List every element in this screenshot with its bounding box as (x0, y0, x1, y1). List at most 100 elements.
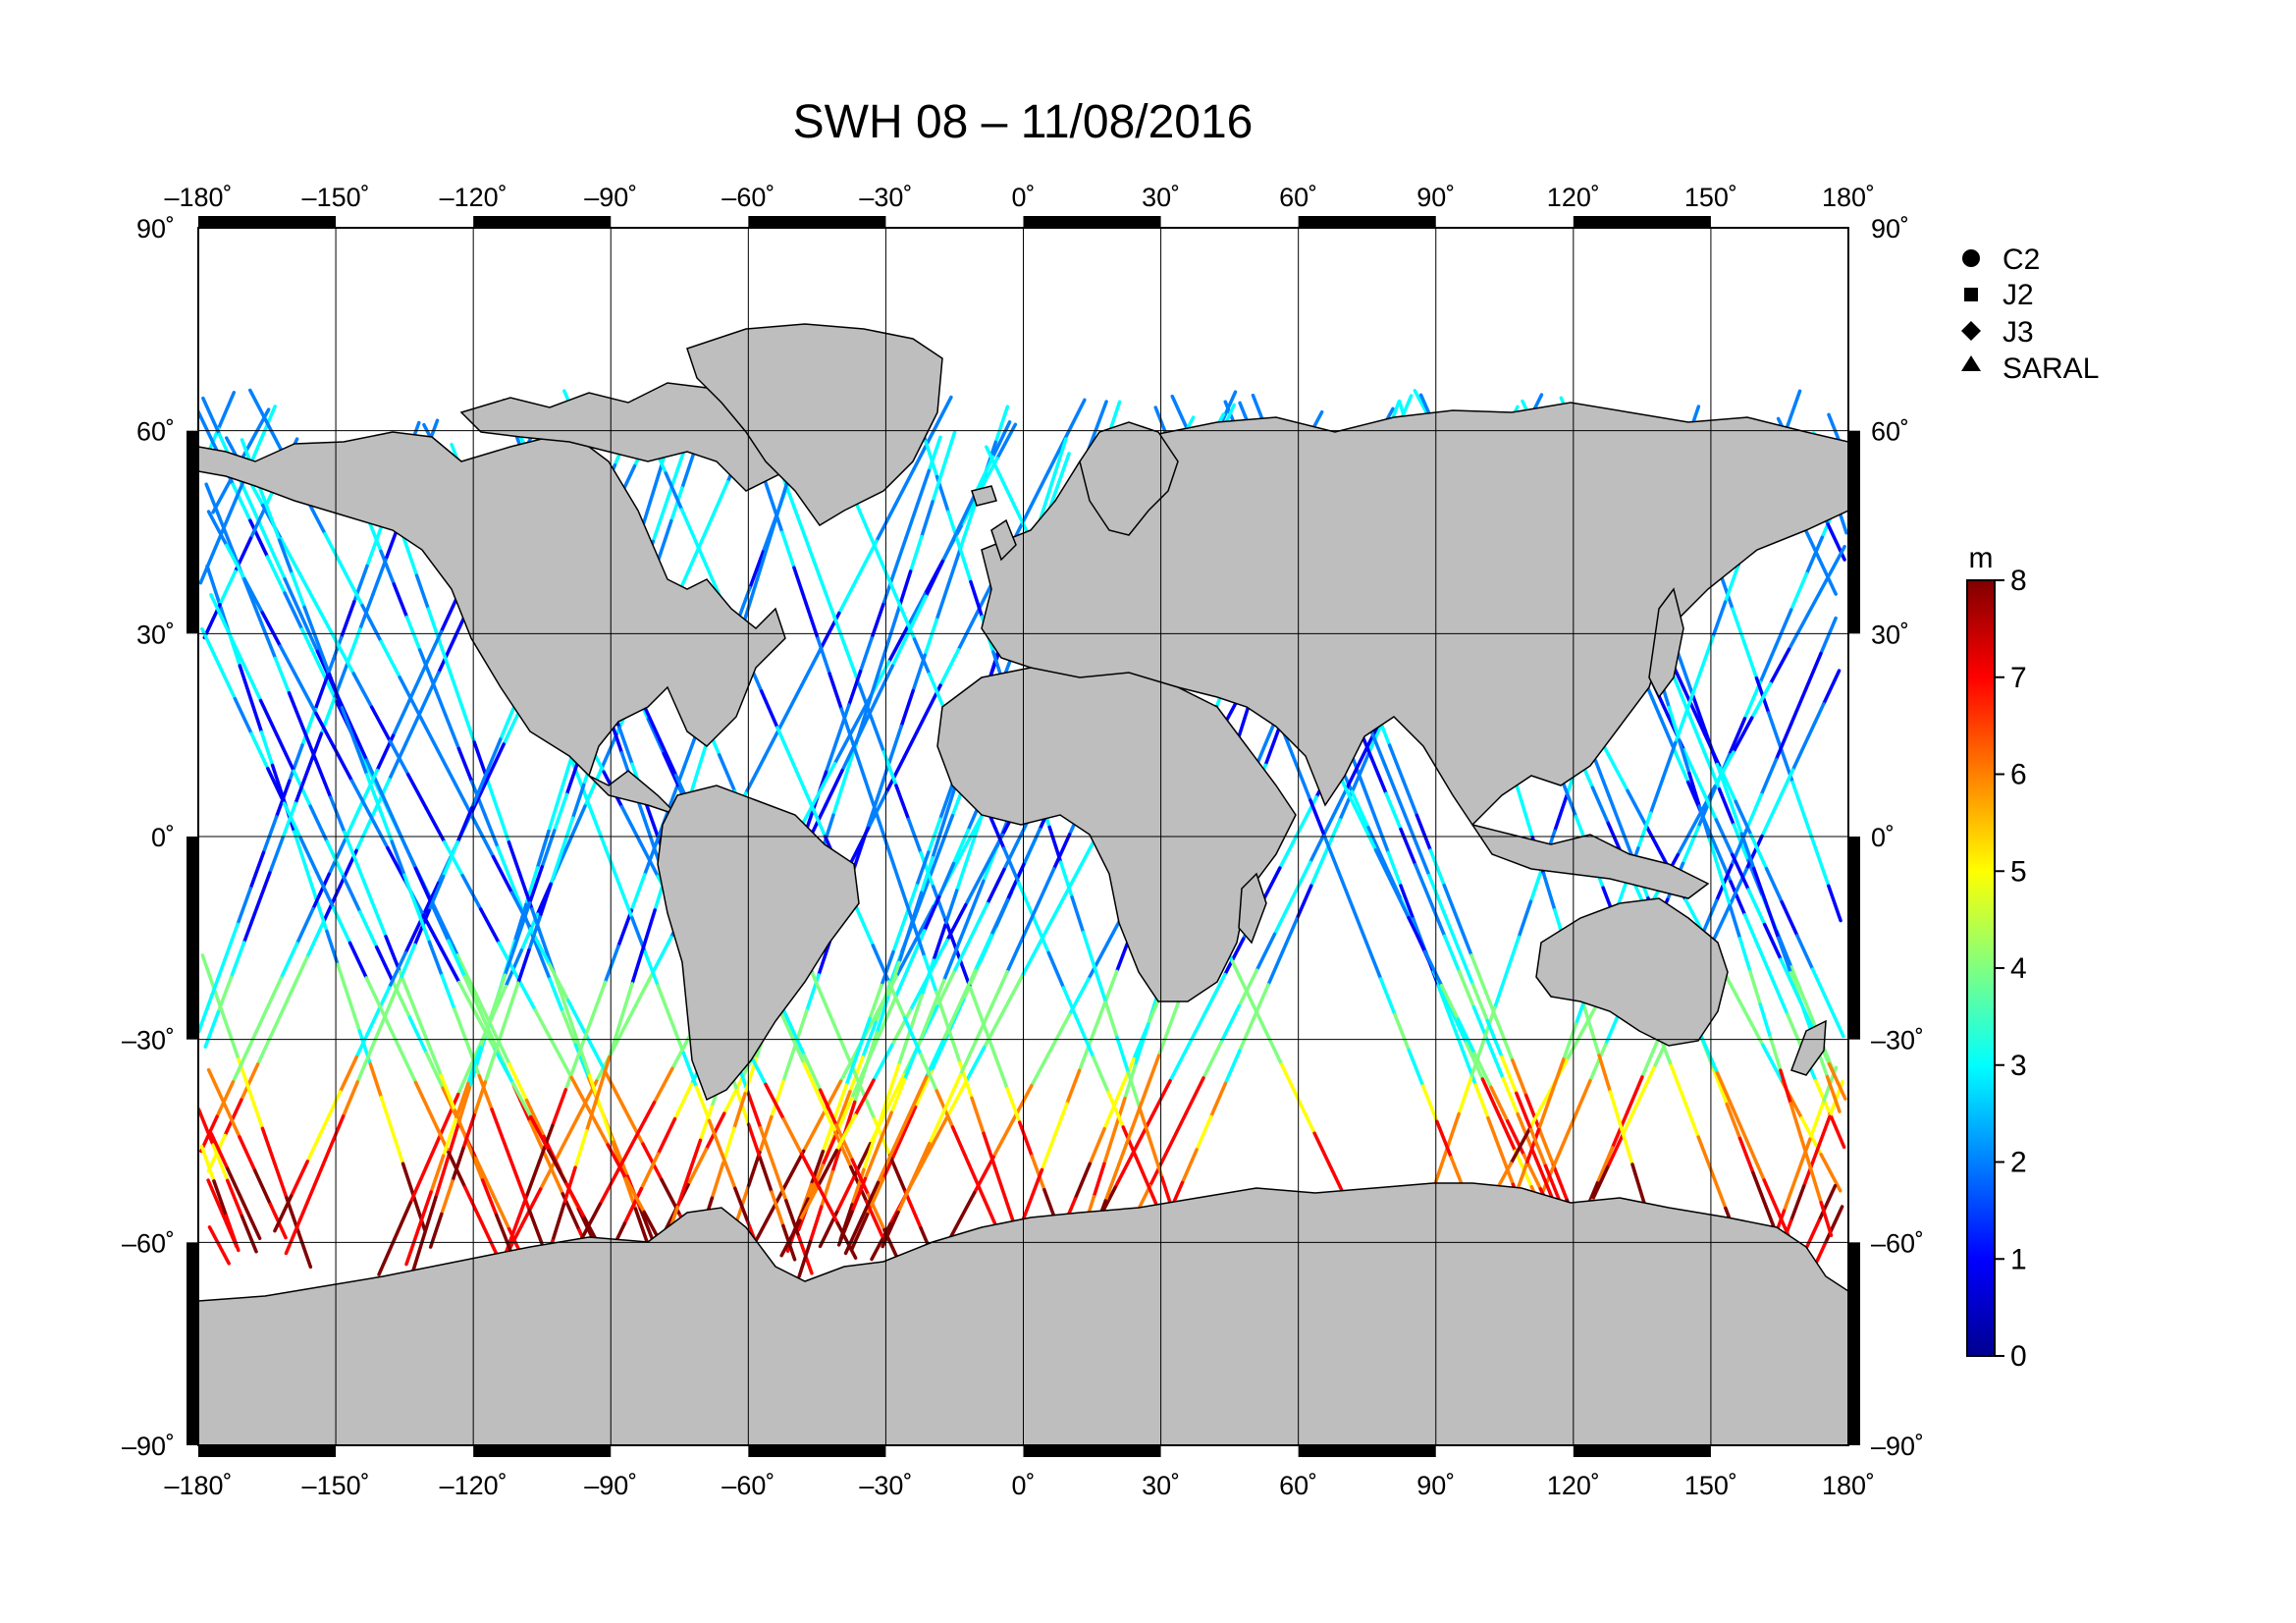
track-segment (1407, 1048, 1425, 1088)
track-segment (440, 1179, 454, 1217)
track-segment (832, 1083, 849, 1120)
track-segment (1557, 1114, 1576, 1156)
track-segment (622, 1106, 645, 1146)
track-segment (440, 1092, 460, 1133)
track-segment (1826, 1001, 1845, 1039)
track-segment (250, 505, 271, 545)
track-segment (1595, 1146, 1615, 1185)
track-segment (1808, 1101, 1825, 1141)
track-segment (249, 731, 270, 771)
track-segment (241, 905, 259, 945)
colorbar-tick-label: 7 (2010, 662, 2027, 694)
track-segment (225, 543, 246, 581)
track-segment (792, 566, 808, 605)
track-segment (951, 828, 971, 866)
track-segment (897, 1105, 918, 1145)
track-segment (892, 535, 908, 573)
track-segment (435, 747, 458, 787)
track-segment (1295, 884, 1313, 921)
track-segment (1290, 860, 1312, 900)
track-segment (299, 627, 322, 668)
track-segment (287, 691, 305, 730)
track-segment (1296, 1097, 1316, 1135)
track-segment (1322, 834, 1341, 874)
land-japan (1648, 587, 1684, 699)
colorbar-ticks: 0 1 2 3 4 5 6 7 8 (1995, 565, 2027, 1373)
track-segment (791, 762, 812, 802)
track-segment (1761, 1043, 1785, 1084)
track-segment (943, 889, 959, 928)
track-segment (425, 1039, 444, 1078)
track-segment (1608, 1090, 1624, 1130)
track-segment (480, 1178, 499, 1217)
track-segment (294, 766, 310, 805)
frame-bar-left (187, 1242, 198, 1445)
lat-tick-label-left: 90˚ (136, 214, 175, 243)
track-segment (371, 986, 392, 1024)
track-segment (941, 430, 957, 469)
track-segment (290, 571, 306, 610)
track-segment (1001, 975, 1024, 1014)
track-segment (348, 722, 369, 762)
track-segment (927, 435, 942, 473)
track-segment (1537, 1128, 1556, 1167)
track-segment (1061, 986, 1081, 1025)
track-segment (207, 1225, 231, 1266)
track-segment (226, 627, 246, 668)
track-segment (1102, 1129, 1117, 1166)
track-segment (834, 1175, 856, 1215)
track-segment (862, 1133, 878, 1172)
track-segment (248, 388, 271, 428)
track-segment (393, 1200, 413, 1241)
page-title: SWH 08 – 11/08/2016 (793, 96, 1254, 148)
colorbar-tick-label: 1 (2010, 1243, 2027, 1275)
track-segment (1021, 901, 1041, 940)
track-segment (491, 973, 507, 1013)
track-segment (896, 1175, 916, 1215)
track-segment (1728, 903, 1742, 941)
track-segment (377, 806, 394, 843)
track-segment (431, 680, 448, 718)
track-segment (449, 674, 465, 711)
track-segment (374, 945, 396, 985)
track-segment (618, 982, 634, 1023)
track-segment (514, 1174, 531, 1212)
track-segment (479, 1219, 500, 1259)
track-segment (1737, 936, 1752, 974)
frame-bar-top (1023, 216, 1161, 228)
track-segment (966, 1162, 987, 1202)
track-segment (1469, 953, 1487, 993)
track-segment (379, 1095, 395, 1133)
track-segment (942, 1072, 963, 1111)
lon-tick-label-bottom: –180˚ (164, 1471, 232, 1500)
lon-tick-label-bottom: 30˚ (1142, 1471, 1180, 1500)
track-segment (428, 1212, 444, 1249)
track-segment (1457, 969, 1476, 1009)
track-segment (490, 1108, 507, 1145)
track-segment (759, 689, 779, 730)
track-segment (1308, 798, 1326, 839)
track-segment (858, 636, 874, 674)
track-segment (314, 895, 329, 934)
track-segment (472, 740, 488, 778)
track-segment (248, 518, 270, 559)
track-segment (1041, 471, 1057, 511)
lon-tick-label-top: 0˚ (1011, 183, 1035, 212)
track-segment (226, 1166, 245, 1206)
track-segment (652, 1066, 674, 1105)
track-segment (1497, 1112, 1518, 1153)
track-segment (355, 1046, 374, 1084)
track-segment (707, 1118, 724, 1157)
track-segment (527, 865, 544, 905)
track-segment (908, 534, 924, 573)
track-segment (1005, 936, 1025, 974)
track-segment (1528, 864, 1545, 904)
track-segment (1746, 888, 1767, 927)
track-segment (1168, 1043, 1191, 1083)
track-segment (902, 719, 925, 759)
lon-tick-label-top: 90˚ (1416, 183, 1455, 212)
track-segment (1247, 994, 1267, 1033)
track-segment (298, 1182, 317, 1221)
track-segment (1493, 970, 1509, 1010)
track-segment (1606, 1132, 1626, 1169)
